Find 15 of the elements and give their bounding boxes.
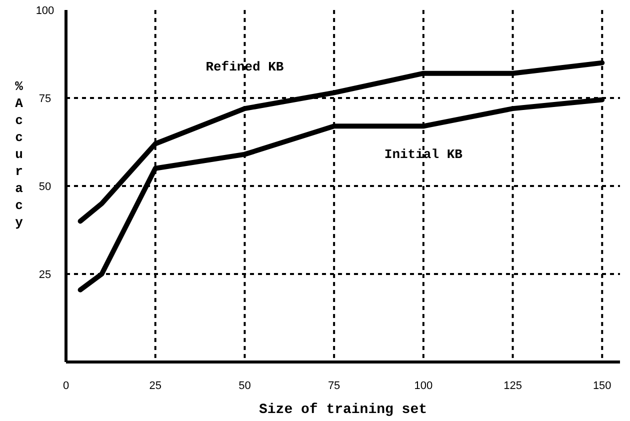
x-tick-label: 0 — [62, 380, 70, 392]
x-axis-title: Size of training set — [258, 402, 428, 418]
y-tick-label: 25 — [38, 269, 52, 281]
x-tick-label: 100 — [414, 380, 433, 392]
x-tick-label: 50 — [238, 380, 251, 392]
x-tick-label: 75 — [328, 380, 340, 392]
y-tick-label: 100 — [36, 5, 54, 17]
text: %Accuracy — [15, 79, 23, 230]
y-tick-label: 75 — [38, 93, 52, 105]
x-tick-label: 125 — [504, 380, 522, 392]
x-tick-label: 25 — [149, 380, 162, 392]
x-tick-label: 150 — [592, 380, 612, 392]
series-label: Initial KB — [384, 147, 463, 162]
text: Refined KB — [206, 60, 284, 75]
y-tick-label: 50 — [38, 181, 52, 193]
